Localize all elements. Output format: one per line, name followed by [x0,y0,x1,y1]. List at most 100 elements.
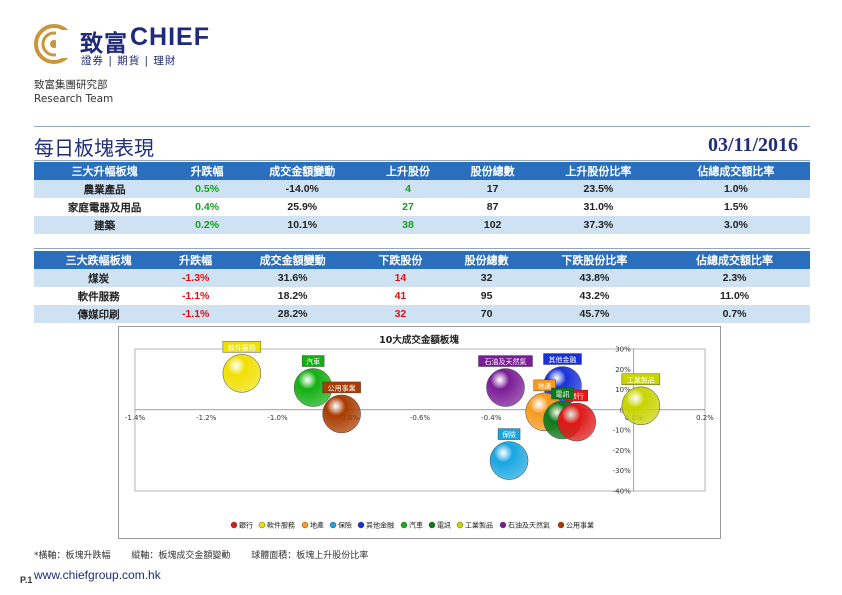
bubble-7 [621,386,661,426]
cell-rising-ratio: 31.0% [583,201,614,213]
bubble-9 [322,394,361,434]
header-falling-ratio: 下跌股份比率 [529,251,660,269]
table-divider [34,248,810,249]
cell-total-stocks: 95 [480,290,493,302]
page-title: 每日板塊表現 [34,136,154,160]
brand-logo: 致富 CHIEF 證券 | 期貨 | 理財 [34,22,234,72]
cell-sector: 農業產品 [34,180,176,198]
legend-marker [557,521,565,529]
table-header-row: 三大升幅板塊 升跌幅 成交金額變動 上升股份 股份總數 上升股份比率 佔總成交額… [34,162,810,180]
header-change: 升跌幅 [175,162,239,180]
cell-turnover-share: 3.0% [661,216,810,234]
cell-change: -1.1% [181,290,210,302]
legend-marker [230,521,238,529]
bubble-chart: 10大成交金額板塊 -1.4%-1.2%-1.0%-0.8%-0.6%-0.4%… [118,326,721,539]
cell-rising-ratio: 23.5% [534,180,662,198]
y-tick-label: -10% [613,427,631,435]
header-sector: 三大升幅板塊 [34,162,176,180]
x-tick-label: -1.4% [125,414,146,422]
cell-falling-stocks: 14 [357,269,444,287]
cell-change: -1.1% [163,305,228,323]
x-tick-label: 0.2% [696,414,714,422]
department: 致富集團研究部 Research Team [34,78,113,106]
cell-rising-stocks: 38 [365,216,451,234]
bubble-label-box [222,341,262,353]
cell-total-stocks: 32 [443,269,530,287]
header-sector: 三大跌幅板塊 [34,251,164,269]
brand-name-cn: 致富 [80,31,128,57]
legend-label: 銀行 [239,521,253,530]
table-row: 農業產品 0.5% -14.0% 4 17 23.5% 1.0% [34,180,810,198]
legend-label: 軟件服務 [267,521,295,530]
bubble-label-box [478,355,533,367]
legend-label: 保險 [338,521,352,530]
legend-marker [357,521,365,529]
bubble-8 [486,368,525,407]
legend-marker [400,521,408,529]
header-total-stocks: 股份總數 [450,162,535,180]
table-row: 軟件服務 -1.1% 18.2% 41 95 43.2% 11.0% [34,287,810,305]
table-row: 家庭電器及用品 0.4% 25.9% 27 87 31.0% 1.5% [34,198,810,216]
department-en: Research Team [34,93,114,105]
bubble-label-box [543,353,582,365]
legend-marker [499,521,507,529]
cell-change: 0.5% [175,180,239,198]
header-turnover-change: 成交金額變動 [227,251,358,269]
legend-marker [428,521,436,529]
legend-marker [301,521,309,529]
cell-falling-stocks: 32 [357,305,444,323]
website-link[interactable]: www.chiefgroup.com.hk [34,568,161,582]
y-tick-label: 30% [615,346,631,354]
cell-turnover-change: 31.6% [227,269,358,287]
bubble-label: 保險 [502,430,516,439]
footnote-x-axis: *橫軸：板塊升跌幅 [34,551,111,561]
table-row: 煤炭 -1.3% 31.6% 14 32 43.8% 2.3% [34,269,810,287]
bubble-label: 汽車 [306,357,320,366]
cell-sector: 軟件服務 [77,290,120,303]
header-falling-stocks: 下跌股份 [357,251,444,269]
bubble-1 [222,354,262,393]
footnote: *橫軸：板塊升跌幅 縱軸：板塊成交金額變動 球體面積：板塊上升股份比率 [34,548,386,561]
header-rising-ratio: 上升股份比率 [534,162,662,180]
cell-sector: 煤炭 [34,269,164,287]
x-tick-label: -0.4% [481,414,502,422]
cell-rising-stocks: 27 [402,201,414,213]
cell-turnover-share: 2.3% [659,269,810,287]
cell-sector: 家庭電器及用品 [67,201,142,214]
cell-change: 0.2% [175,216,239,234]
bubble-label-box [621,373,661,385]
x-tick-label: -1.0% [267,414,288,422]
chief-logo-icon [34,24,74,64]
cell-falling-stocks: 41 [394,290,407,302]
department-cn: 致富集團研究部 [34,79,108,91]
cell-turnover-share: 0.7% [659,305,810,323]
bubble-label: 銀行 [570,392,584,401]
page-number: P.1 [20,575,33,585]
y-tick-label: -20% [613,447,631,455]
cell-change: 0.4% [195,201,220,213]
cell-total-stocks: 70 [443,305,530,323]
cell-rising-stocks: 4 [365,180,451,198]
y-tick-label: 10% [615,386,631,394]
brand-tagline: 證券 | 期貨 | 理財 [81,55,177,67]
cell-turnover-share: 1.5% [723,201,748,213]
header-rising-stocks: 上升股份 [365,162,451,180]
cell-turnover-change: 10.1% [238,216,366,234]
legend-label: 石油及天然氣 [508,521,550,530]
x-tick-label: -1.2% [196,414,217,422]
legend-marker [456,521,464,529]
brand-name-en: CHIEF [130,23,210,51]
legend-label: 工業製品 [465,521,493,530]
cell-sector: 建築 [34,216,176,234]
top-losers-table: 三大跌幅板塊 升跌幅 成交金額變動 下跌股份 股份總數 下跌股份比率 佔總成交額… [34,251,810,323]
header-change: 升跌幅 [163,251,228,269]
table-header-row: 三大跌幅板塊 升跌幅 成交金額變動 下跌股份 股份總數 下跌股份比率 佔總成交額… [34,251,810,269]
cell-falling-ratio: 43.8% [529,269,660,287]
cell-turnover-change: 28.2% [227,305,358,323]
header-divider [34,126,810,127]
header-turnover-change: 成交金額變動 [238,162,366,180]
cell-change: -1.3% [163,269,228,287]
plot-area [134,348,706,492]
legend-label: 地產 [310,521,324,530]
cell-sector: 傳媒印刷 [34,305,164,323]
